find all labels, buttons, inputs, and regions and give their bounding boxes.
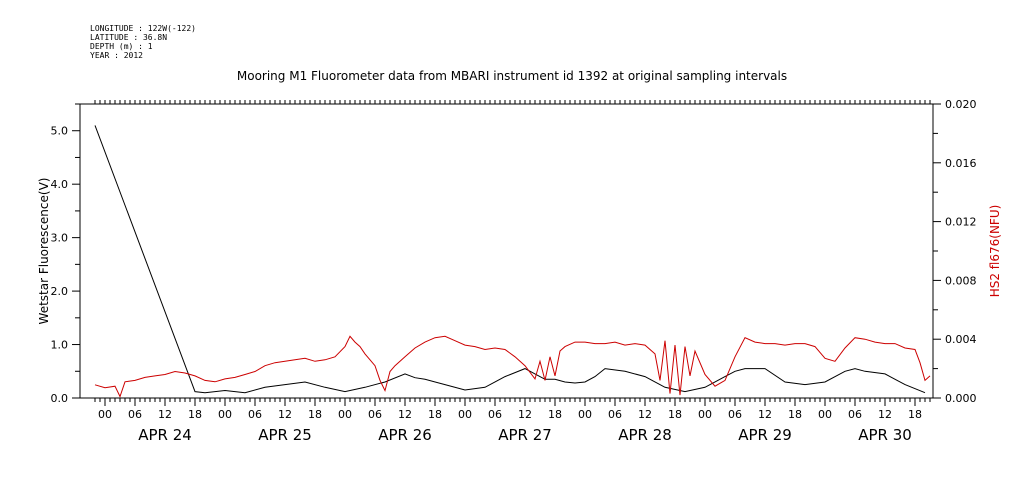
hour-tick-label: 18 [908, 408, 922, 421]
right-axis-title: HS2 fl676(NFU) [988, 205, 1002, 298]
hour-tick-label: 06 [728, 408, 742, 421]
day-label: APR 26 [378, 426, 432, 444]
hour-tick-label: 00 [98, 408, 112, 421]
series-line-wetstar [94, 125, 926, 394]
hour-tick-label: 00 [458, 408, 472, 421]
plot-frame [79, 103, 934, 399]
hour-tick-label: 12 [398, 408, 412, 421]
hour-tick-label: 06 [848, 408, 862, 421]
hour-tick-label: 12 [158, 408, 172, 421]
day-label: APR 24 [138, 426, 192, 444]
hour-tick-label: 06 [608, 408, 622, 421]
meta-year: YEAR : 2012 [90, 51, 143, 60]
left-y-axis: 0.0 1.0 2.0 3.0 4.0 5.0 [51, 103, 80, 405]
hour-tick-label: 12 [878, 408, 892, 421]
right-tick-label: 0.000 [945, 392, 977, 405]
chart-title: Mooring M1 Fluorometer data from MBARI i… [237, 69, 787, 83]
hour-tick-label: 18 [548, 408, 562, 421]
left-tick-label: 5.0 [51, 125, 69, 138]
series-layer [94, 125, 931, 398]
meta-depth: DEPTH (m) : 1 [90, 42, 153, 51]
left-tick-label: 2.0 [51, 285, 69, 298]
hour-tick-label: 12 [758, 408, 772, 421]
hour-tick-label: 00 [818, 408, 832, 421]
x-axis: 00 06 12 18 00 06 12 18 00 06 12 18 00 06 12 18 00 06 12 18… [94, 100, 931, 444]
hour-tick-label: 06 [128, 408, 142, 421]
day-label: APR 29 [738, 426, 792, 444]
right-y-axis: 0.000 0.004 0.008 0.012 0.016 0.020 [933, 98, 977, 405]
meta-longitude: LONGITUDE : 122W(-122) [90, 24, 196, 33]
hour-tick-label: 00 [698, 408, 712, 421]
hour-tick-label: 00 [338, 408, 352, 421]
hour-tick-label: 06 [248, 408, 262, 421]
hour-tick-label: 06 [488, 408, 502, 421]
hour-tick-label: 00 [578, 408, 592, 421]
hour-tick-label: 12 [638, 408, 652, 421]
metadata-block: LONGITUDE : 122W(-122) LATITUDE : 36.8N … [90, 24, 196, 60]
hour-tick-label: 12 [278, 408, 292, 421]
left-tick-label: 1.0 [51, 339, 69, 352]
hour-tick-label: 18 [668, 408, 682, 421]
right-tick-label: 0.020 [945, 98, 977, 111]
hour-tick-label: 12 [518, 408, 532, 421]
series-line-hs2 [94, 335, 931, 398]
right-tick-label: 0.008 [945, 274, 977, 287]
hour-tick-label: 00 [218, 408, 232, 421]
meta-latitude: LATITUDE : 36.8N [90, 33, 167, 42]
day-label: APR 27 [498, 426, 552, 444]
left-tick-label: 0.0 [51, 392, 69, 405]
hour-tick-label: 18 [308, 408, 322, 421]
day-label: APR 25 [258, 426, 312, 444]
right-tick-label: 0.004 [945, 333, 977, 346]
hour-tick-label: 18 [188, 408, 202, 421]
right-tick-label: 0.012 [945, 216, 977, 229]
hour-tick-label: 06 [368, 408, 382, 421]
hour-tick-label: 18 [788, 408, 802, 421]
left-axis-title: Wetstar Fluorescence(V) [37, 178, 51, 325]
day-label: APR 30 [858, 426, 912, 444]
hour-tick-label: 18 [428, 408, 442, 421]
right-tick-label: 0.016 [945, 157, 977, 170]
left-tick-label: 4.0 [51, 178, 69, 191]
day-label: APR 28 [618, 426, 672, 444]
left-tick-label: 3.0 [51, 232, 69, 245]
